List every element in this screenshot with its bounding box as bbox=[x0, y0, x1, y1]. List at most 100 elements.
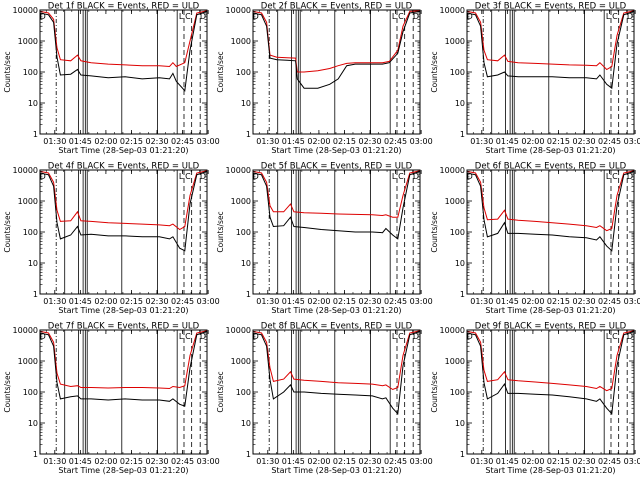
marker-letter: D bbox=[413, 172, 419, 181]
y-tick-label: 10 bbox=[241, 419, 251, 428]
x-tick-label: 02:45 bbox=[171, 457, 194, 466]
panel-7: Det 7f BLACK = Events, RED = ULD 1 10 100 10… bbox=[3, 322, 220, 476]
panel-2: Det 2f BLACK = Events, RED = ULD 1 10 100 10… bbox=[216, 2, 433, 156]
y-tick-label: 1 bbox=[246, 290, 251, 299]
y-tick-label: 10 bbox=[455, 259, 465, 268]
x-tick-label: 02:30 bbox=[358, 457, 381, 466]
marker-letter: D bbox=[627, 332, 633, 341]
marker-letter: C bbox=[398, 12, 404, 21]
panel-title: Det 6f BLACK = Events, RED = ULD bbox=[475, 162, 627, 172]
y-tick-label: 1 bbox=[460, 450, 465, 459]
x-tick-label: 02:30 bbox=[572, 137, 595, 146]
marker-letter: D bbox=[253, 12, 259, 21]
y-axis-label: Counts/sec bbox=[430, 51, 439, 92]
y-tick-label: 100 bbox=[236, 228, 251, 237]
events-series-line bbox=[252, 10, 421, 89]
marker-letter: C bbox=[612, 332, 618, 341]
y-tick-label: 10 bbox=[455, 99, 465, 108]
marker-letter: L bbox=[606, 332, 611, 341]
x-tick-label: 03:00 bbox=[410, 297, 433, 306]
x-tick-label: 01:30 bbox=[256, 137, 279, 146]
x-tick-label: 02:30 bbox=[145, 297, 168, 306]
y-tick-label: 100 bbox=[450, 68, 465, 77]
y-axis-label: Counts/sec bbox=[3, 371, 12, 412]
y-tick-label: 1000 bbox=[445, 37, 465, 46]
uld-series-line bbox=[252, 330, 421, 391]
uld-series-line bbox=[39, 10, 208, 68]
y-axis-label: Counts/sec bbox=[430, 371, 439, 412]
x-axis-label: Start Time (28-Sep-03 01:21:20) bbox=[271, 306, 401, 315]
x-tick-label: 02:00 bbox=[521, 297, 544, 306]
x-tick-label: 01:30 bbox=[470, 137, 493, 146]
marker-letter: L bbox=[179, 12, 184, 21]
y-tick-label: 10000 bbox=[440, 166, 465, 175]
marker-letter: L bbox=[392, 172, 397, 181]
x-tick-label: 02:30 bbox=[358, 297, 381, 306]
panel-5: Det 5f BLACK = Events, RED = ULD 1 10 100 10… bbox=[216, 162, 433, 316]
y-tick-label: 1 bbox=[460, 130, 465, 139]
uld-series-line bbox=[466, 10, 635, 71]
x-tick-label: 01:30 bbox=[256, 457, 279, 466]
uld-series-line bbox=[466, 170, 635, 232]
y-tick-label: 1000 bbox=[18, 197, 38, 206]
y-tick-label: 1000 bbox=[445, 357, 465, 366]
y-tick-label: 100 bbox=[236, 388, 251, 397]
y-tick-label: 10 bbox=[28, 419, 38, 428]
x-tick-label: 02:30 bbox=[145, 137, 168, 146]
y-tick-label: 10000 bbox=[440, 326, 465, 335]
x-tick-label: 02:45 bbox=[598, 137, 621, 146]
x-axis-label: Start Time (28-Sep-03 01:21:20) bbox=[485, 146, 615, 155]
x-tick-label: 03:00 bbox=[197, 137, 220, 146]
x-tick-label: 02:45 bbox=[384, 137, 407, 146]
marker-letter: C bbox=[398, 332, 404, 341]
events-series-line bbox=[39, 170, 208, 252]
marker-letter: D bbox=[40, 332, 46, 341]
y-tick-label: 10000 bbox=[13, 166, 38, 175]
x-tick-label: 01:30 bbox=[43, 297, 66, 306]
y-axis-label: Counts/sec bbox=[216, 51, 225, 92]
marker-letter: D bbox=[200, 172, 206, 181]
x-tick-label: 02:00 bbox=[521, 457, 544, 466]
x-tick-label: 02:30 bbox=[572, 457, 595, 466]
uld-series-line bbox=[466, 330, 635, 392]
x-tick-label: 02:15 bbox=[547, 137, 570, 146]
marker-letter: D bbox=[200, 332, 206, 341]
marker-letter: L bbox=[606, 12, 611, 21]
marker-letter: C bbox=[185, 332, 191, 341]
marker-letter: D bbox=[253, 332, 259, 341]
x-tick-label: 02:00 bbox=[307, 137, 330, 146]
events-series-line bbox=[39, 10, 208, 92]
marker-letter: C bbox=[612, 172, 618, 181]
x-tick-label: 03:00 bbox=[410, 457, 433, 466]
panel-title: Det 4f BLACK = Events, RED = ULD bbox=[48, 162, 200, 172]
panel-title: Det 7f BLACK = Events, RED = ULD bbox=[48, 322, 200, 332]
events-series-line bbox=[466, 170, 635, 252]
marker-letter: D bbox=[413, 332, 419, 341]
y-tick-label: 10000 bbox=[440, 6, 465, 15]
marker-letter: C bbox=[185, 12, 191, 21]
x-tick-label: 01:45 bbox=[282, 297, 305, 306]
x-tick-label: 01:45 bbox=[69, 137, 92, 146]
marker-letter: D bbox=[253, 172, 259, 181]
x-tick-label: 02:45 bbox=[171, 137, 194, 146]
x-axis-label: Start Time (28-Sep-03 01:21:20) bbox=[485, 306, 615, 315]
x-tick-label: 02:00 bbox=[94, 297, 117, 306]
events-series-line bbox=[466, 10, 635, 90]
marker-letter: D bbox=[467, 172, 473, 181]
panel-title: Det 1f BLACK = Events, RED = ULD bbox=[48, 2, 200, 12]
x-tick-label: 02:45 bbox=[384, 457, 407, 466]
x-tick-label: 01:45 bbox=[496, 457, 519, 466]
panel-title: Det 8f BLACK = Events, RED = ULD bbox=[261, 322, 413, 332]
marker-letter: D bbox=[200, 12, 206, 21]
events-series-line bbox=[252, 170, 421, 240]
x-tick-label: 01:45 bbox=[496, 297, 519, 306]
panel-1: Det 1f BLACK = Events, RED = ULD 1 10 100 10… bbox=[3, 2, 220, 156]
panel-8: Det 8f BLACK = Events, RED = ULD 1 10 100 10… bbox=[216, 322, 433, 476]
x-axis-label: Start Time (28-Sep-03 01:21:20) bbox=[271, 146, 401, 155]
x-tick-label: 02:45 bbox=[171, 297, 194, 306]
x-tick-label: 01:45 bbox=[496, 137, 519, 146]
x-tick-label: 03:00 bbox=[197, 457, 220, 466]
x-tick-label: 02:30 bbox=[358, 137, 381, 146]
uld-series-line bbox=[252, 170, 421, 218]
